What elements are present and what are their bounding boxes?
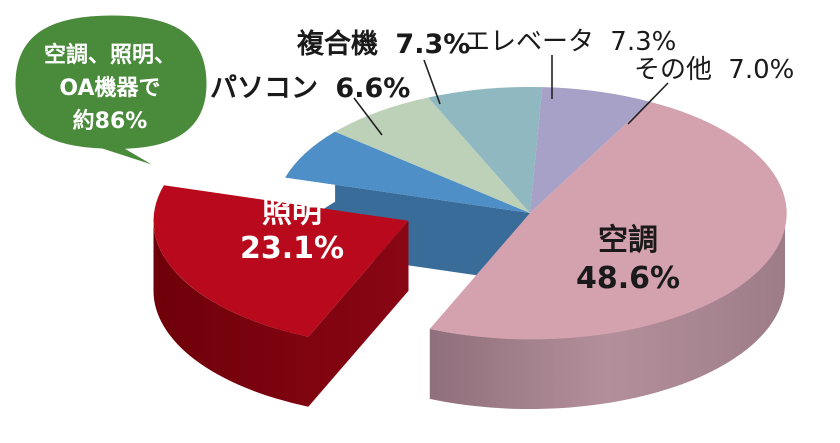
- label-other-name: その他: [634, 55, 712, 85]
- callout-bubble-shape: [12, 12, 210, 172]
- slice-copier: [335, 97, 530, 213]
- label-pc-value: 6.6%: [335, 73, 410, 104]
- slice-pc: [285, 131, 530, 213]
- label-other: その他 7.0%: [634, 55, 794, 85]
- slice-lighting: [153, 185, 409, 337]
- slice-lighting-side: [153, 220, 409, 407]
- slice-aircon-side: [429, 213, 786, 410]
- slice-other: [530, 87, 650, 213]
- callout-bubble: 空調、照明、 OA機器で 約86%: [12, 12, 210, 172]
- label-lighting-name: 照明: [262, 195, 322, 230]
- label-aircon-name: 空調: [598, 223, 658, 258]
- slice-aircon-group: [429, 101, 787, 410]
- label-copier-name: 複合機: [297, 28, 378, 60]
- callout-line-2: OA機器で: [59, 76, 160, 101]
- label-pc: パソコン 6.6%: [210, 73, 410, 104]
- label-aircon-value: 48.6%: [576, 261, 680, 296]
- label-pc-name: パソコン: [210, 73, 318, 104]
- slice-aircon: [429, 101, 787, 340]
- leader-lines: [353, 55, 669, 136]
- leader-line-pc: [353, 97, 383, 136]
- callout-line-1: 空調、照明、: [44, 42, 176, 68]
- label-elevator-name: エレベータ: [464, 27, 594, 57]
- slice-lighting-group: [153, 185, 409, 407]
- label-copier-value: 7.3%: [395, 29, 470, 60]
- label-other-value: 7.0%: [728, 55, 794, 85]
- callout-line-3: 約86%: [73, 108, 148, 134]
- leader-line-copier: [423, 59, 441, 105]
- label-elevator-value: 7.3%: [610, 27, 676, 57]
- label-elevator: エレベータ 7.3%: [464, 27, 676, 57]
- label-copier: 複合機 7.3%: [297, 28, 470, 60]
- label-lighting-value: 23.1%: [240, 231, 344, 266]
- slice-elevator: [428, 86, 543, 213]
- leader-line-other: [627, 82, 669, 125]
